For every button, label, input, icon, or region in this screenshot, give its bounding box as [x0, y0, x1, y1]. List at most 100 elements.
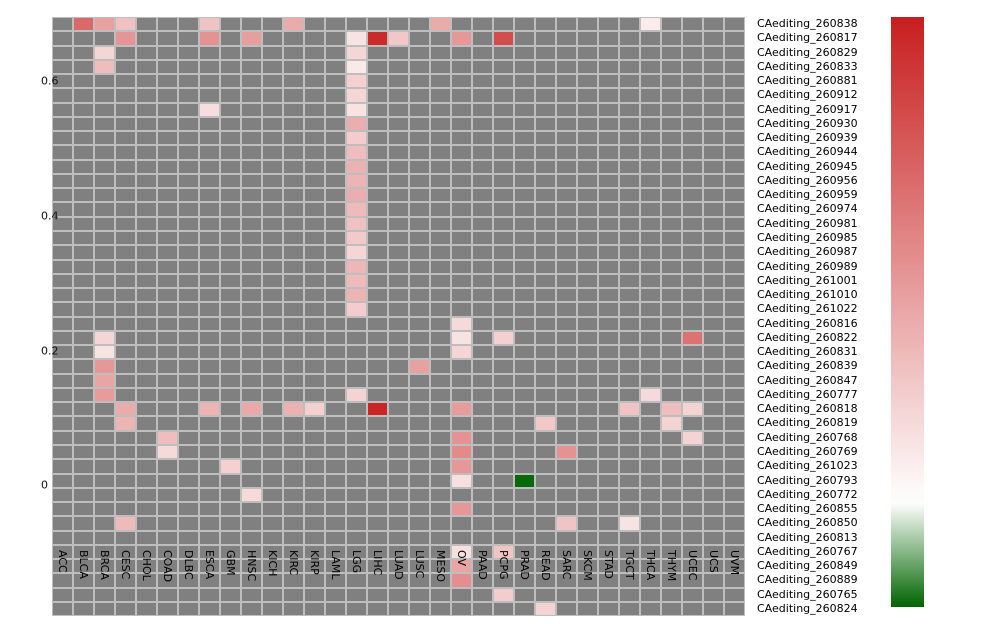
heatmap-cell[interactable]	[367, 31, 388, 46]
heatmap-cell[interactable]	[724, 416, 745, 431]
heatmap-cell[interactable]	[682, 359, 703, 374]
heatmap-cell[interactable]	[640, 544, 661, 560]
heatmap-cell[interactable]	[493, 59, 514, 75]
heatmap-cell[interactable]	[262, 516, 283, 531]
heatmap-cell[interactable]	[493, 373, 514, 388]
heatmap-cell[interactable]	[304, 17, 325, 32]
heatmap-cell[interactable]	[682, 559, 703, 574]
heatmap-cell[interactable]	[388, 544, 409, 560]
heatmap-cell[interactable]	[283, 45, 304, 60]
heatmap-cell[interactable]	[409, 59, 430, 75]
heatmap-cell[interactable]	[556, 202, 577, 217]
heatmap-cell[interactable]	[661, 216, 682, 231]
heatmap-cell[interactable]	[682, 88, 703, 103]
heatmap-cell[interactable]	[283, 202, 304, 217]
heatmap-cell[interactable]	[367, 288, 388, 303]
heatmap-cell[interactable]	[724, 573, 745, 588]
heatmap-cell[interactable]	[136, 601, 157, 617]
heatmap-cell[interactable]	[409, 459, 430, 474]
heatmap-cell[interactable]	[346, 359, 367, 374]
heatmap-cell[interactable]	[388, 573, 409, 588]
heatmap-cell[interactable]	[346, 259, 367, 274]
heatmap-cell[interactable]	[556, 102, 577, 117]
heatmap-cell[interactable]	[157, 587, 178, 602]
heatmap-cell[interactable]	[661, 188, 682, 203]
heatmap-cell[interactable]	[283, 159, 304, 174]
heatmap-cell[interactable]	[493, 17, 514, 32]
heatmap-cell[interactable]	[514, 487, 535, 503]
heatmap-cell[interactable]	[556, 316, 577, 331]
heatmap-cell[interactable]	[178, 17, 199, 32]
heatmap-cell[interactable]	[598, 502, 619, 517]
heatmap-cell[interactable]	[136, 330, 157, 346]
heatmap-cell[interactable]	[73, 45, 94, 60]
heatmap-cell[interactable]	[409, 173, 430, 189]
heatmap-cell[interactable]	[241, 59, 262, 75]
heatmap-cell[interactable]	[262, 402, 283, 417]
heatmap-cell[interactable]	[472, 59, 493, 75]
heatmap-cell[interactable]	[724, 31, 745, 46]
heatmap-cell[interactable]	[367, 59, 388, 75]
heatmap-cell[interactable]	[598, 131, 619, 146]
heatmap-cell[interactable]	[682, 544, 703, 560]
heatmap-cell[interactable]	[451, 273, 472, 289]
heatmap-cell[interactable]	[73, 573, 94, 588]
heatmap-cell[interactable]	[199, 245, 220, 260]
heatmap-cell[interactable]	[451, 444, 472, 460]
heatmap-cell[interactable]	[577, 373, 598, 388]
heatmap-cell[interactable]	[430, 202, 451, 217]
heatmap-cell[interactable]	[514, 302, 535, 317]
heatmap-cell[interactable]	[136, 173, 157, 189]
heatmap-cell[interactable]	[619, 473, 640, 488]
heatmap-cell[interactable]	[73, 245, 94, 260]
heatmap-cell[interactable]	[598, 273, 619, 289]
heatmap-cell[interactable]	[451, 145, 472, 160]
heatmap-cell[interactable]	[451, 173, 472, 189]
heatmap-cell[interactable]	[451, 302, 472, 317]
heatmap-cell[interactable]	[73, 102, 94, 117]
heatmap-cell[interactable]	[640, 430, 661, 445]
heatmap-cell[interactable]	[157, 159, 178, 174]
heatmap-cell[interactable]	[535, 159, 556, 174]
heatmap-cell[interactable]	[724, 116, 745, 132]
heatmap-cell[interactable]	[241, 102, 262, 117]
heatmap-cell[interactable]	[430, 288, 451, 303]
heatmap-cell[interactable]	[94, 430, 115, 445]
heatmap-cell[interactable]	[262, 487, 283, 503]
heatmap-cell[interactable]	[472, 188, 493, 203]
heatmap-cell[interactable]	[367, 473, 388, 488]
heatmap-cell[interactable]	[388, 102, 409, 117]
heatmap-cell[interactable]	[535, 530, 556, 545]
heatmap-cell[interactable]	[661, 330, 682, 346]
heatmap-cell[interactable]	[115, 259, 136, 274]
heatmap-cell[interactable]	[94, 330, 115, 346]
heatmap-cell[interactable]	[367, 245, 388, 260]
heatmap-cell[interactable]	[724, 516, 745, 531]
heatmap-cell[interactable]	[514, 159, 535, 174]
heatmap-cell[interactable]	[73, 544, 94, 560]
heatmap-cell[interactable]	[577, 230, 598, 246]
heatmap-cell[interactable]	[640, 259, 661, 274]
heatmap-cell[interactable]	[262, 573, 283, 588]
heatmap-cell[interactable]	[157, 473, 178, 488]
heatmap-cell[interactable]	[493, 544, 514, 560]
heatmap-cell[interactable]	[178, 216, 199, 231]
heatmap-cell[interactable]	[556, 487, 577, 503]
heatmap-cell[interactable]	[367, 273, 388, 289]
heatmap-cell[interactable]	[430, 159, 451, 174]
heatmap-cell[interactable]	[661, 587, 682, 602]
heatmap-cell[interactable]	[241, 345, 262, 360]
heatmap-cell[interactable]	[409, 559, 430, 574]
heatmap-cell[interactable]	[367, 559, 388, 574]
heatmap-cell[interactable]	[556, 544, 577, 560]
heatmap-cell[interactable]	[115, 173, 136, 189]
heatmap-cell[interactable]	[388, 373, 409, 388]
heatmap-cell[interactable]	[514, 230, 535, 246]
heatmap-cell[interactable]	[220, 245, 241, 260]
heatmap-cell[interactable]	[514, 188, 535, 203]
heatmap-cell[interactable]	[94, 59, 115, 75]
heatmap-cell[interactable]	[346, 587, 367, 602]
heatmap-cell[interactable]	[241, 459, 262, 474]
heatmap-cell[interactable]	[52, 516, 73, 531]
heatmap-cell[interactable]	[661, 430, 682, 445]
